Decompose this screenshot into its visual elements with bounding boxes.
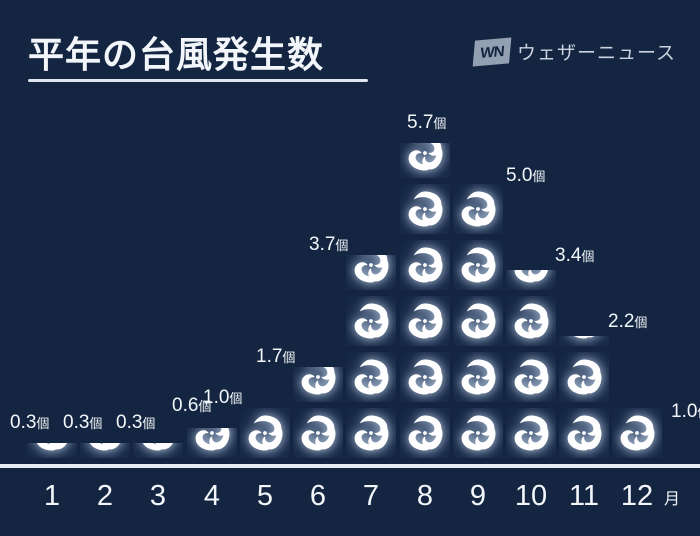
typhoon-icon: [400, 143, 450, 178]
month-label-1: 1: [43, 480, 61, 512]
typhoon-icon: [453, 352, 503, 402]
value-label: 2.2個: [608, 311, 648, 332]
typhoon-icon: [346, 296, 396, 346]
value-label: 1.0個: [671, 401, 700, 422]
typhoon-icon: [240, 408, 290, 458]
value-label: 3.4個: [555, 245, 595, 266]
wn-logo-mark: WN: [472, 36, 512, 67]
typhoon-icon: [453, 184, 503, 234]
typhoon-icon: [400, 408, 450, 458]
month-label-3: 3: [149, 480, 167, 512]
typhoon-icon: [187, 428, 237, 458]
logo-wordmark: ウェザーニュース: [516, 43, 676, 64]
typhoon-icon: [293, 367, 343, 402]
month-label-2: 2: [96, 480, 114, 512]
typhoon-icon: [133, 443, 183, 458]
value-label: 5.0個: [506, 165, 546, 186]
value-label: 3.7個: [309, 234, 349, 255]
typhoon-icon: [453, 408, 503, 458]
typhoon-icon: [559, 336, 609, 346]
value-label: 1.7個: [256, 346, 296, 367]
value-label: 0.6個: [172, 395, 212, 416]
x-axis-line: [0, 464, 700, 470]
month-label-8: 8: [416, 480, 434, 512]
typhoon-icon: [559, 352, 609, 402]
typhoon-icon: [346, 255, 396, 290]
value-label: 1.0個: [203, 387, 243, 408]
month-label-9: 9: [469, 480, 487, 512]
pictogram-chart: 0.3個 0.3個 0.3個 0.6個 1.0個 1.7個: [0, 96, 700, 464]
typhoon-icon: [400, 240, 450, 290]
title-underline: [28, 79, 368, 82]
typhoon-icon: [293, 408, 343, 458]
typhoon-icon: [506, 408, 556, 458]
value-label: 0.3個: [10, 412, 50, 433]
typhoon-icon: [453, 296, 503, 346]
month-label-5: 5: [256, 480, 274, 512]
value-label: 0.3個: [63, 412, 103, 433]
month-label-7: 7: [362, 480, 380, 512]
month-label-12: 12: [620, 480, 654, 512]
value-label: 0.3個: [116, 412, 156, 433]
weathernews-logo: WN ウェザーニュース: [472, 36, 676, 67]
typhoon-icon: [506, 270, 556, 290]
typhoon-icon: [453, 240, 503, 290]
month-label-11: 11: [568, 480, 600, 512]
typhoon-icon: [400, 184, 450, 234]
typhoon-icon: [612, 408, 662, 458]
typhoon-icon: [400, 296, 450, 346]
typhoon-icon: [346, 352, 396, 402]
page-title: 平年の台風発生数: [28, 34, 325, 75]
typhoon-icon: [80, 443, 130, 458]
typhoon-icon: [559, 408, 609, 458]
x-axis-unit-label: 月: [664, 491, 681, 508]
typhoon-icon: [27, 443, 77, 458]
value-label: 5.7個: [407, 112, 447, 133]
typhoon-icon: [506, 296, 556, 346]
typhoon-icon: [346, 408, 396, 458]
typhoon-icon: [506, 352, 556, 402]
month-label-4: 4: [203, 480, 221, 512]
month-label-6: 6: [309, 480, 327, 512]
month-label-10: 10: [514, 480, 548, 512]
typhoon-icon: [400, 352, 450, 402]
